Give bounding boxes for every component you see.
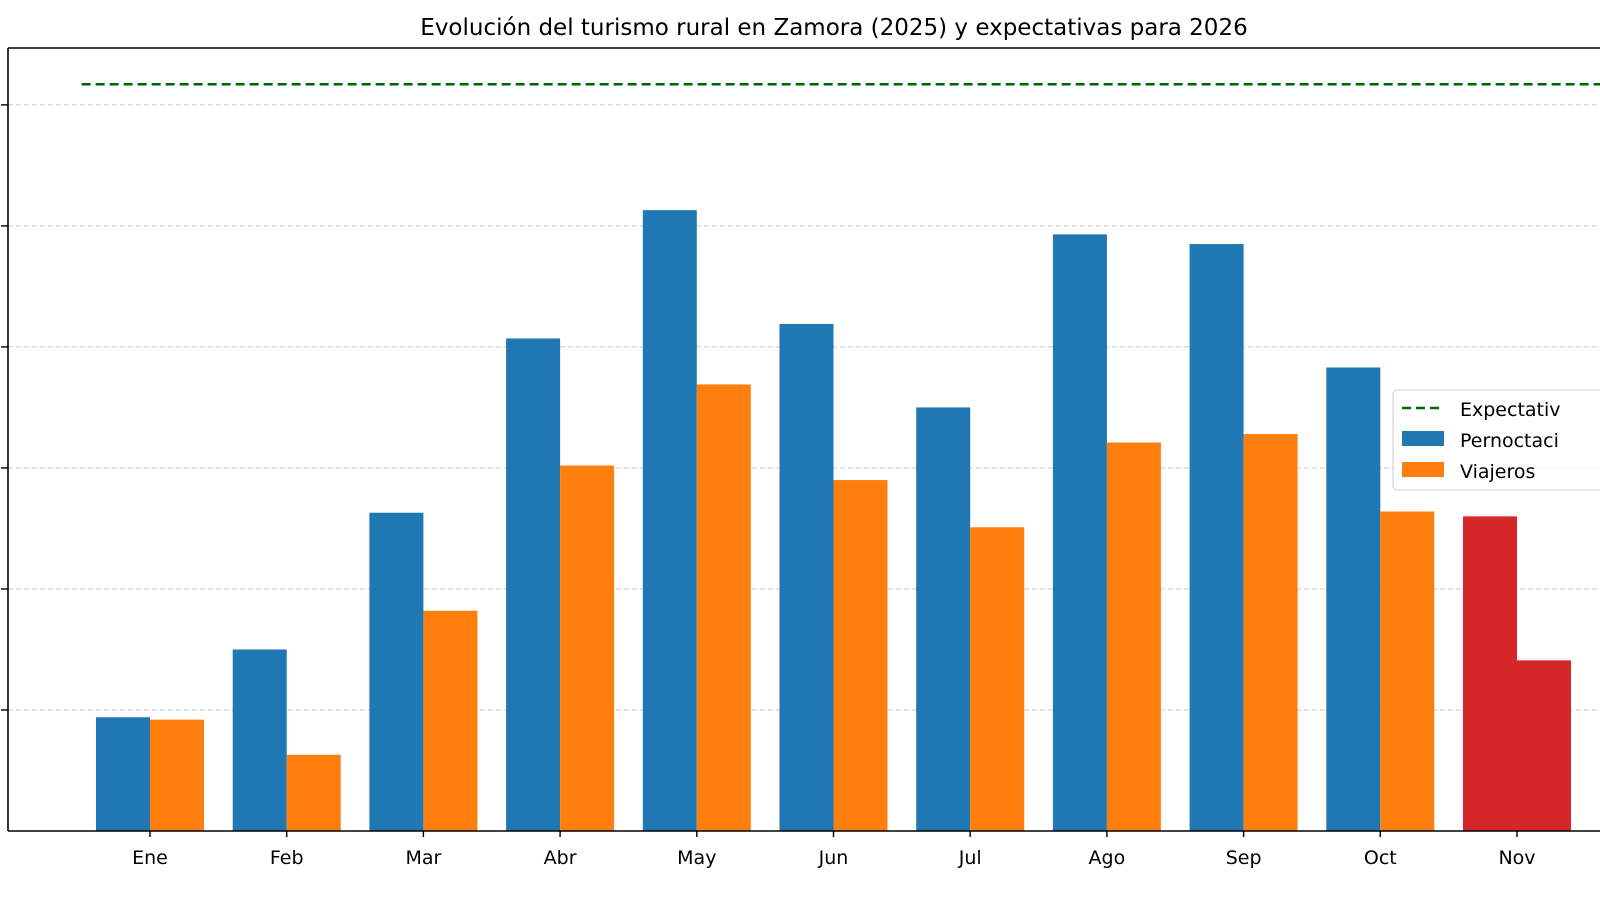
- legend: Expectativ Pernoctaci Viajeros: [1392, 389, 1600, 491]
- x-ticks: Ene Feb Mar Abr May Jun Jul Ago Sep Oct Nov: [132, 831, 1536, 869]
- bar-viajeros-mar: [423, 610, 478, 831]
- bar-pernoctaciones-ene: [96, 717, 150, 831]
- bar-viajeros-ago: [1106, 442, 1161, 831]
- axes: [7, 47, 1600, 832]
- bar-pernoctaciones-may: [642, 210, 697, 831]
- x-tick-label-jul: Jul: [958, 847, 982, 869]
- bars: [96, 210, 1571, 831]
- bar-pernoctaciones-oct: [1326, 367, 1381, 831]
- legend-box: [1392, 389, 1600, 491]
- x-tick-label-nov: Nov: [1498, 847, 1535, 869]
- x-tick-label-oct: Oct: [1364, 847, 1397, 869]
- bar-pernoctaciones-feb: [232, 649, 287, 831]
- legend-swatch-viajeros: [1402, 462, 1444, 477]
- chart-title: Evolución del turismo rural en Zamora (2…: [420, 15, 1247, 41]
- legend-label-reference: Expectativ: [1460, 399, 1561, 421]
- bar-pernoctaciones-ago: [1052, 234, 1107, 831]
- x-tick-label-may: May: [677, 847, 716, 869]
- bar-viajeros-feb: [286, 754, 341, 831]
- bar-viajeros-sep: [1243, 434, 1298, 831]
- bar-pernoctaciones-mar: [369, 512, 424, 831]
- bar-viajeros-jul: [970, 527, 1025, 831]
- x-tick-label-jun: Jun: [818, 847, 849, 869]
- x-tick-label-ene: Ene: [132, 847, 168, 869]
- x-tick-label-feb: Feb: [270, 847, 304, 869]
- bar-pernoctaciones-jul: [916, 407, 971, 831]
- bar-viajeros-jun: [833, 480, 888, 831]
- bar-viajeros-abr: [560, 465, 615, 831]
- bar-pernoctaciones-abr: [506, 338, 561, 831]
- bar-pernoctaciones-nov: [1463, 516, 1517, 831]
- x-tick-label-ago: Ago: [1089, 847, 1126, 869]
- x-tick-label-sep: Sep: [1226, 847, 1262, 869]
- bar-viajeros-ene: [150, 719, 204, 831]
- x-tick-label-mar: Mar: [405, 847, 441, 869]
- bar-pernoctaciones-sep: [1189, 244, 1244, 831]
- legend-label-pernoctaciones: Pernoctaci: [1460, 430, 1559, 452]
- x-tick-label-abr: Abr: [544, 847, 577, 869]
- bar-pernoctaciones-jun: [779, 323, 834, 831]
- bar-viajeros-oct: [1380, 511, 1435, 831]
- legend-swatch-pernoctaciones: [1402, 431, 1444, 446]
- bar-viajeros-nov: [1517, 660, 1571, 831]
- bar-viajeros-may: [696, 384, 751, 831]
- legend-label-viajeros: Viajeros: [1460, 461, 1535, 483]
